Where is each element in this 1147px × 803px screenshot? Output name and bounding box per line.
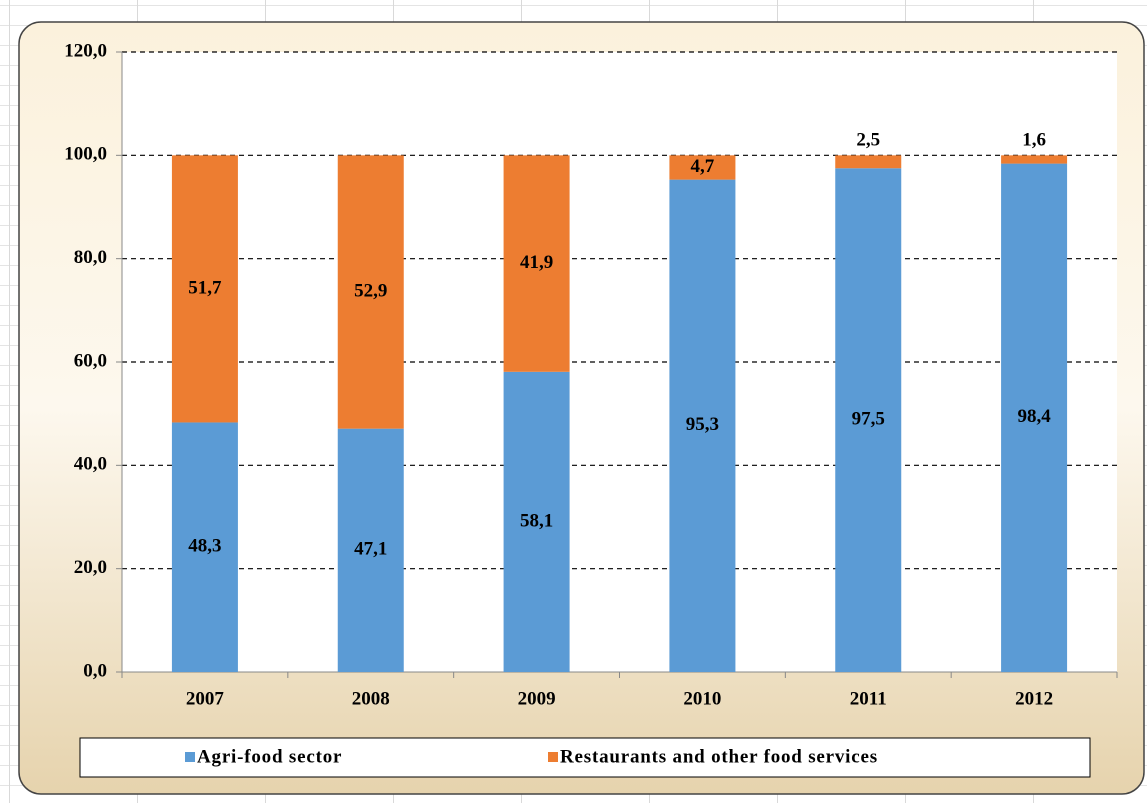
value-label: 51,7: [188, 277, 222, 298]
value-label: 1,6: [1022, 130, 1046, 151]
y-tick-label: 20,0: [74, 557, 107, 578]
y-tick-label: 40,0: [74, 454, 107, 475]
y-tick-label: 60,0: [74, 350, 107, 371]
value-label: 95,3: [686, 414, 719, 435]
legend-box: [79, 737, 1091, 778]
x-tick-label: 2010: [683, 688, 721, 709]
value-label: 2,5: [856, 130, 880, 151]
x-tick-label: 2007: [186, 688, 225, 709]
bar-segment: [1001, 155, 1068, 164]
value-label: 4,7: [691, 156, 715, 177]
y-tick-label: 100,0: [64, 144, 107, 165]
value-label: 97,5: [852, 408, 885, 429]
bar-segment: [1001, 163, 1068, 672]
bar-segment: [669, 179, 736, 672]
bar-segment: [669, 155, 736, 180]
bar-segment: [503, 371, 570, 672]
bar-segment: [503, 155, 570, 372]
value-label: 58,1: [520, 510, 553, 531]
legend-label: Restaurants and other food services: [560, 746, 878, 767]
x-tick-label: 2009: [518, 688, 556, 709]
x-tick-label: 2012: [1015, 688, 1053, 709]
y-tick-label: 0,0: [83, 660, 107, 681]
bar-segment: [835, 168, 902, 672]
y-tick-label: 120,0: [64, 40, 107, 61]
legend-label: Agri-food sector: [197, 746, 342, 767]
value-label: 98,4: [1017, 406, 1051, 427]
bar-segment: [337, 155, 404, 429]
y-tick-label: 80,0: [74, 247, 107, 268]
value-label: 52,9: [354, 280, 387, 301]
value-label: 48,3: [188, 536, 221, 557]
legend-swatch: [548, 752, 558, 762]
bar-segment: [171, 422, 238, 672]
bar-segment: [337, 428, 404, 672]
legend-swatch: [185, 752, 195, 762]
bar-segment: [171, 155, 238, 423]
x-tick-label: 2011: [850, 688, 887, 709]
bar-segment: [835, 155, 902, 169]
value-label: 47,1: [354, 539, 387, 560]
value-label: 41,9: [520, 252, 553, 273]
x-tick-label: 2008: [352, 688, 390, 709]
